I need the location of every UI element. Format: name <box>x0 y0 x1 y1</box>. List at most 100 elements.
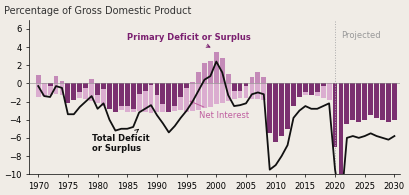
Bar <box>225 74 230 83</box>
Bar <box>71 83 76 100</box>
Bar <box>154 83 159 95</box>
Bar <box>207 83 212 107</box>
Bar <box>148 83 153 85</box>
Bar <box>255 73 260 83</box>
Bar <box>314 83 319 96</box>
Bar <box>362 83 366 120</box>
Bar <box>290 83 295 106</box>
Bar <box>338 83 343 188</box>
Bar <box>142 83 147 112</box>
Bar <box>83 83 88 99</box>
Bar <box>379 83 384 120</box>
Bar <box>196 83 200 110</box>
Bar <box>379 83 384 112</box>
Bar <box>279 83 283 97</box>
Bar <box>172 83 177 111</box>
Bar <box>255 83 260 99</box>
Bar <box>184 83 189 88</box>
Bar <box>112 83 117 113</box>
Bar <box>77 83 82 92</box>
Bar <box>367 83 372 110</box>
Bar <box>178 83 183 110</box>
Bar <box>65 83 70 103</box>
Bar <box>338 83 343 98</box>
Bar <box>95 83 100 95</box>
Text: Percentage of Gross Domestic Product: Percentage of Gross Domestic Product <box>4 6 191 16</box>
Bar <box>350 83 355 120</box>
Bar <box>190 82 195 83</box>
Bar <box>308 83 313 95</box>
Bar <box>326 83 331 100</box>
Bar <box>367 83 372 115</box>
Bar <box>130 83 135 109</box>
Bar <box>261 83 265 100</box>
Bar <box>47 83 52 95</box>
Bar <box>59 81 64 83</box>
Bar <box>54 83 58 94</box>
Text: Primary Deficit or Surplus: Primary Deficit or Surplus <box>127 33 250 47</box>
Bar <box>112 83 117 109</box>
Bar <box>95 83 100 103</box>
Bar <box>101 83 106 89</box>
Bar <box>54 76 58 83</box>
Bar <box>385 83 390 113</box>
Bar <box>373 83 378 118</box>
Bar <box>249 83 254 99</box>
Bar <box>219 58 224 83</box>
Bar <box>320 83 325 86</box>
Bar <box>332 83 337 147</box>
Bar <box>83 83 88 88</box>
Bar <box>101 83 106 106</box>
Bar <box>219 83 224 103</box>
Bar <box>231 83 236 99</box>
Bar <box>332 83 337 98</box>
Bar <box>279 83 283 136</box>
Bar <box>36 75 40 83</box>
Bar <box>160 83 165 104</box>
Bar <box>373 83 378 111</box>
Bar <box>225 83 230 101</box>
Bar <box>290 83 295 95</box>
Bar <box>77 83 82 98</box>
Bar <box>308 83 313 95</box>
Bar <box>302 83 307 95</box>
Bar <box>231 83 236 91</box>
Bar <box>272 83 277 96</box>
Text: Total Deficit
or Surplus: Total Deficit or Surplus <box>92 129 149 153</box>
Bar <box>89 79 94 83</box>
Bar <box>65 83 70 97</box>
Bar <box>202 63 207 83</box>
Bar <box>172 83 177 106</box>
Bar <box>296 83 301 95</box>
Bar <box>237 83 242 98</box>
Bar <box>160 83 165 113</box>
Bar <box>59 83 64 95</box>
Bar <box>47 83 52 86</box>
Bar <box>261 77 265 83</box>
Bar <box>344 83 348 124</box>
Bar <box>243 83 248 98</box>
Bar <box>243 83 248 86</box>
Bar <box>190 83 195 111</box>
Bar <box>350 83 355 104</box>
Bar <box>89 83 94 101</box>
Bar <box>284 83 289 129</box>
Bar <box>284 83 289 96</box>
Bar <box>207 61 212 83</box>
Bar <box>71 83 76 99</box>
Text: Net Interest: Net Interest <box>190 101 248 120</box>
Bar <box>124 83 129 112</box>
Bar <box>267 83 272 95</box>
Bar <box>344 83 348 102</box>
Bar <box>166 83 171 112</box>
Bar <box>391 83 396 113</box>
Bar <box>136 83 141 111</box>
Bar <box>178 83 183 97</box>
Bar <box>148 83 153 113</box>
Bar <box>130 83 135 113</box>
Bar <box>272 83 277 142</box>
Bar <box>302 83 307 92</box>
Bar <box>391 83 396 120</box>
Bar <box>142 83 147 91</box>
Bar <box>124 83 129 106</box>
